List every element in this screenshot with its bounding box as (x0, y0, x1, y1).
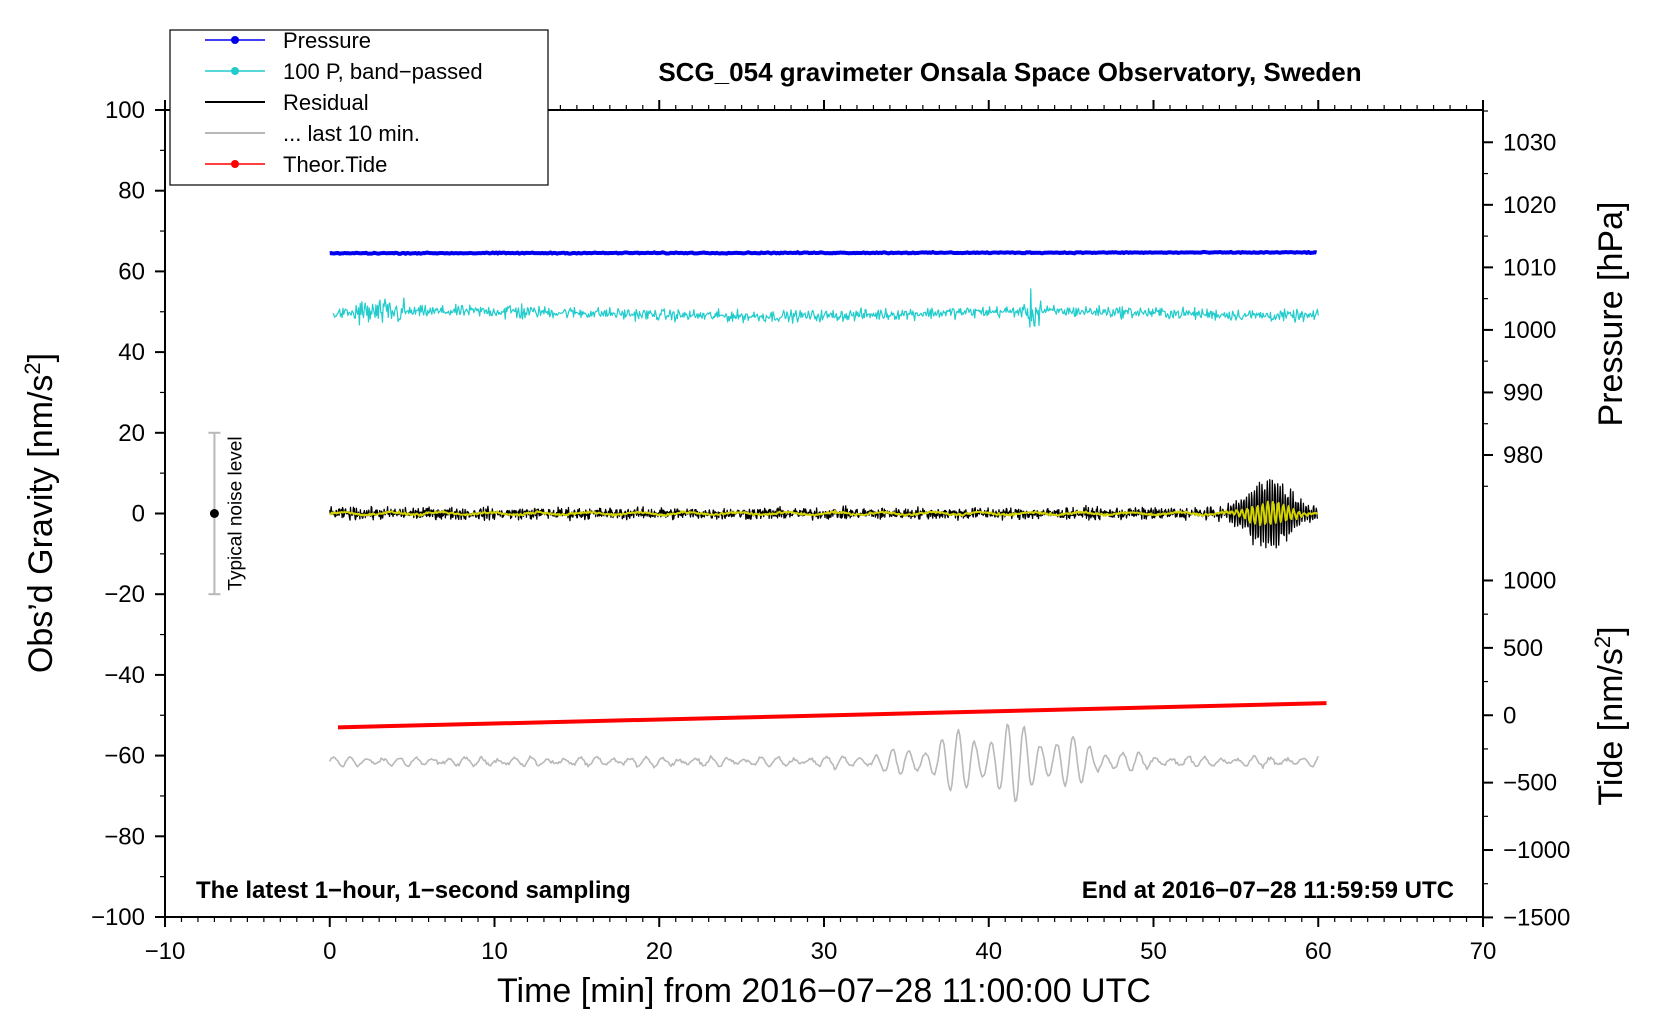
y-axis-label-left-end: ] (22, 353, 60, 362)
y-tick-label: −40 (104, 662, 145, 689)
y-tick-label: −80 (104, 823, 145, 850)
x-tick-label: −10 (145, 938, 186, 965)
tide-tick-label: −1500 (1503, 904, 1570, 931)
tide-tick-label: 1000 (1503, 567, 1556, 594)
x-tick-label: 50 (1140, 938, 1167, 965)
y-tick-label: 0 (132, 501, 145, 528)
legend-swatch-marker (231, 67, 239, 75)
x-tick-label: 60 (1305, 938, 1332, 965)
x-tick-label: 40 (975, 938, 1002, 965)
tide-tick-label: −1000 (1503, 837, 1570, 864)
tide-tick-label: −500 (1503, 770, 1557, 797)
pressure-tick-label: 1020 (1503, 192, 1556, 219)
tide-tick-label: 500 (1503, 635, 1543, 662)
series-last-10-min (329, 723, 1319, 803)
y-tick-label: 100 (105, 97, 145, 124)
series-band-passed (332, 288, 1319, 328)
legend-entry-pressure: Pressure (205, 28, 371, 53)
x-tick-label: 10 (481, 938, 508, 965)
series-theor-tide (337, 701, 1327, 730)
noise-bar-label: Typical noise level (225, 436, 246, 590)
y-axis-label-tide-sup: 2 (1590, 636, 1615, 648)
legend-entry-residual: Residual (205, 90, 369, 115)
legend-box (169, 29, 549, 186)
annotation-right: End at 2016−07−28 11:59:59 UTC (1082, 877, 1454, 904)
noise-bar-marker (209, 509, 219, 518)
legend-label: Residual (283, 90, 369, 115)
x-axis-label: Time [min] from 2016−07−28 11:00:00 UTC (497, 972, 1151, 1010)
annotation-left: The latest 1−hour, 1−second sampling (196, 877, 631, 904)
legend-entry-theor-tide: Theor.Tide (205, 152, 387, 177)
y-tick-label: 60 (118, 258, 145, 285)
legend-swatch-marker (231, 36, 239, 44)
series-residual-smoothed (329, 500, 1319, 527)
y-axis-label-left: Obs’d Gravity [nm/s2] (20, 353, 60, 673)
y-axis-label-tide: Tide [nm/s2] (1590, 626, 1630, 805)
y-tick-label: −100 (91, 904, 145, 931)
y-axis-label-tide-text: Tide [nm/s (1592, 648, 1630, 805)
legend-label: Pressure (283, 28, 371, 53)
x-tick-label: 30 (811, 938, 838, 965)
x-tick-label: 70 (1470, 938, 1497, 965)
y-tick-label: −60 (104, 743, 145, 770)
y-axis-label-pressure: Pressure [hPa] (1592, 202, 1630, 427)
y-tick-label: 80 (118, 178, 145, 205)
pressure-tick-label: 1010 (1503, 254, 1556, 281)
y-axis-label-tide-end: ] (1592, 626, 1630, 635)
legend-swatch-marker (231, 160, 239, 168)
pressure-tick-label: 1030 (1503, 129, 1556, 156)
pressure-tick-label: 980 (1503, 442, 1543, 469)
legend: Pressure 100 P, band−passed Residual ...… (169, 28, 549, 186)
legend-entry-band-passed: 100 P, band−passed (205, 59, 483, 84)
axis-ticks: −10 0 10 20 30 40 50 60 70100806040200−20−40−60−… (91, 97, 1570, 965)
legend-entry-last-10-min: ... last 10 min. (205, 121, 420, 146)
series-layer (329, 249, 1327, 803)
tide-tick-label: 0 (1503, 702, 1516, 729)
y-axis-label-left-text: Obs’d Gravity [nm/s (22, 375, 60, 674)
x-tick-label: 0 (323, 938, 336, 965)
chart-title: SCG_054 gravimeter Onsala Space Observat… (658, 57, 1361, 87)
y-tick-label: 40 (118, 339, 145, 366)
y-tick-label: 20 (118, 420, 145, 447)
noise-bar-group: Typical noise level (208, 431, 246, 596)
y-tick-label: −20 (104, 581, 145, 608)
y-axis-label-left-sup: 2 (20, 362, 45, 374)
x-tick-label: 20 (646, 938, 673, 965)
pressure-tick-label: 990 (1503, 379, 1543, 406)
legend-label: ... last 10 min. (283, 121, 420, 146)
legend-label: 100 P, band−passed (283, 59, 483, 84)
pressure-tick-label: 1000 (1503, 317, 1556, 344)
legend-label: Theor.Tide (283, 152, 387, 177)
series-pressure (329, 249, 1318, 256)
